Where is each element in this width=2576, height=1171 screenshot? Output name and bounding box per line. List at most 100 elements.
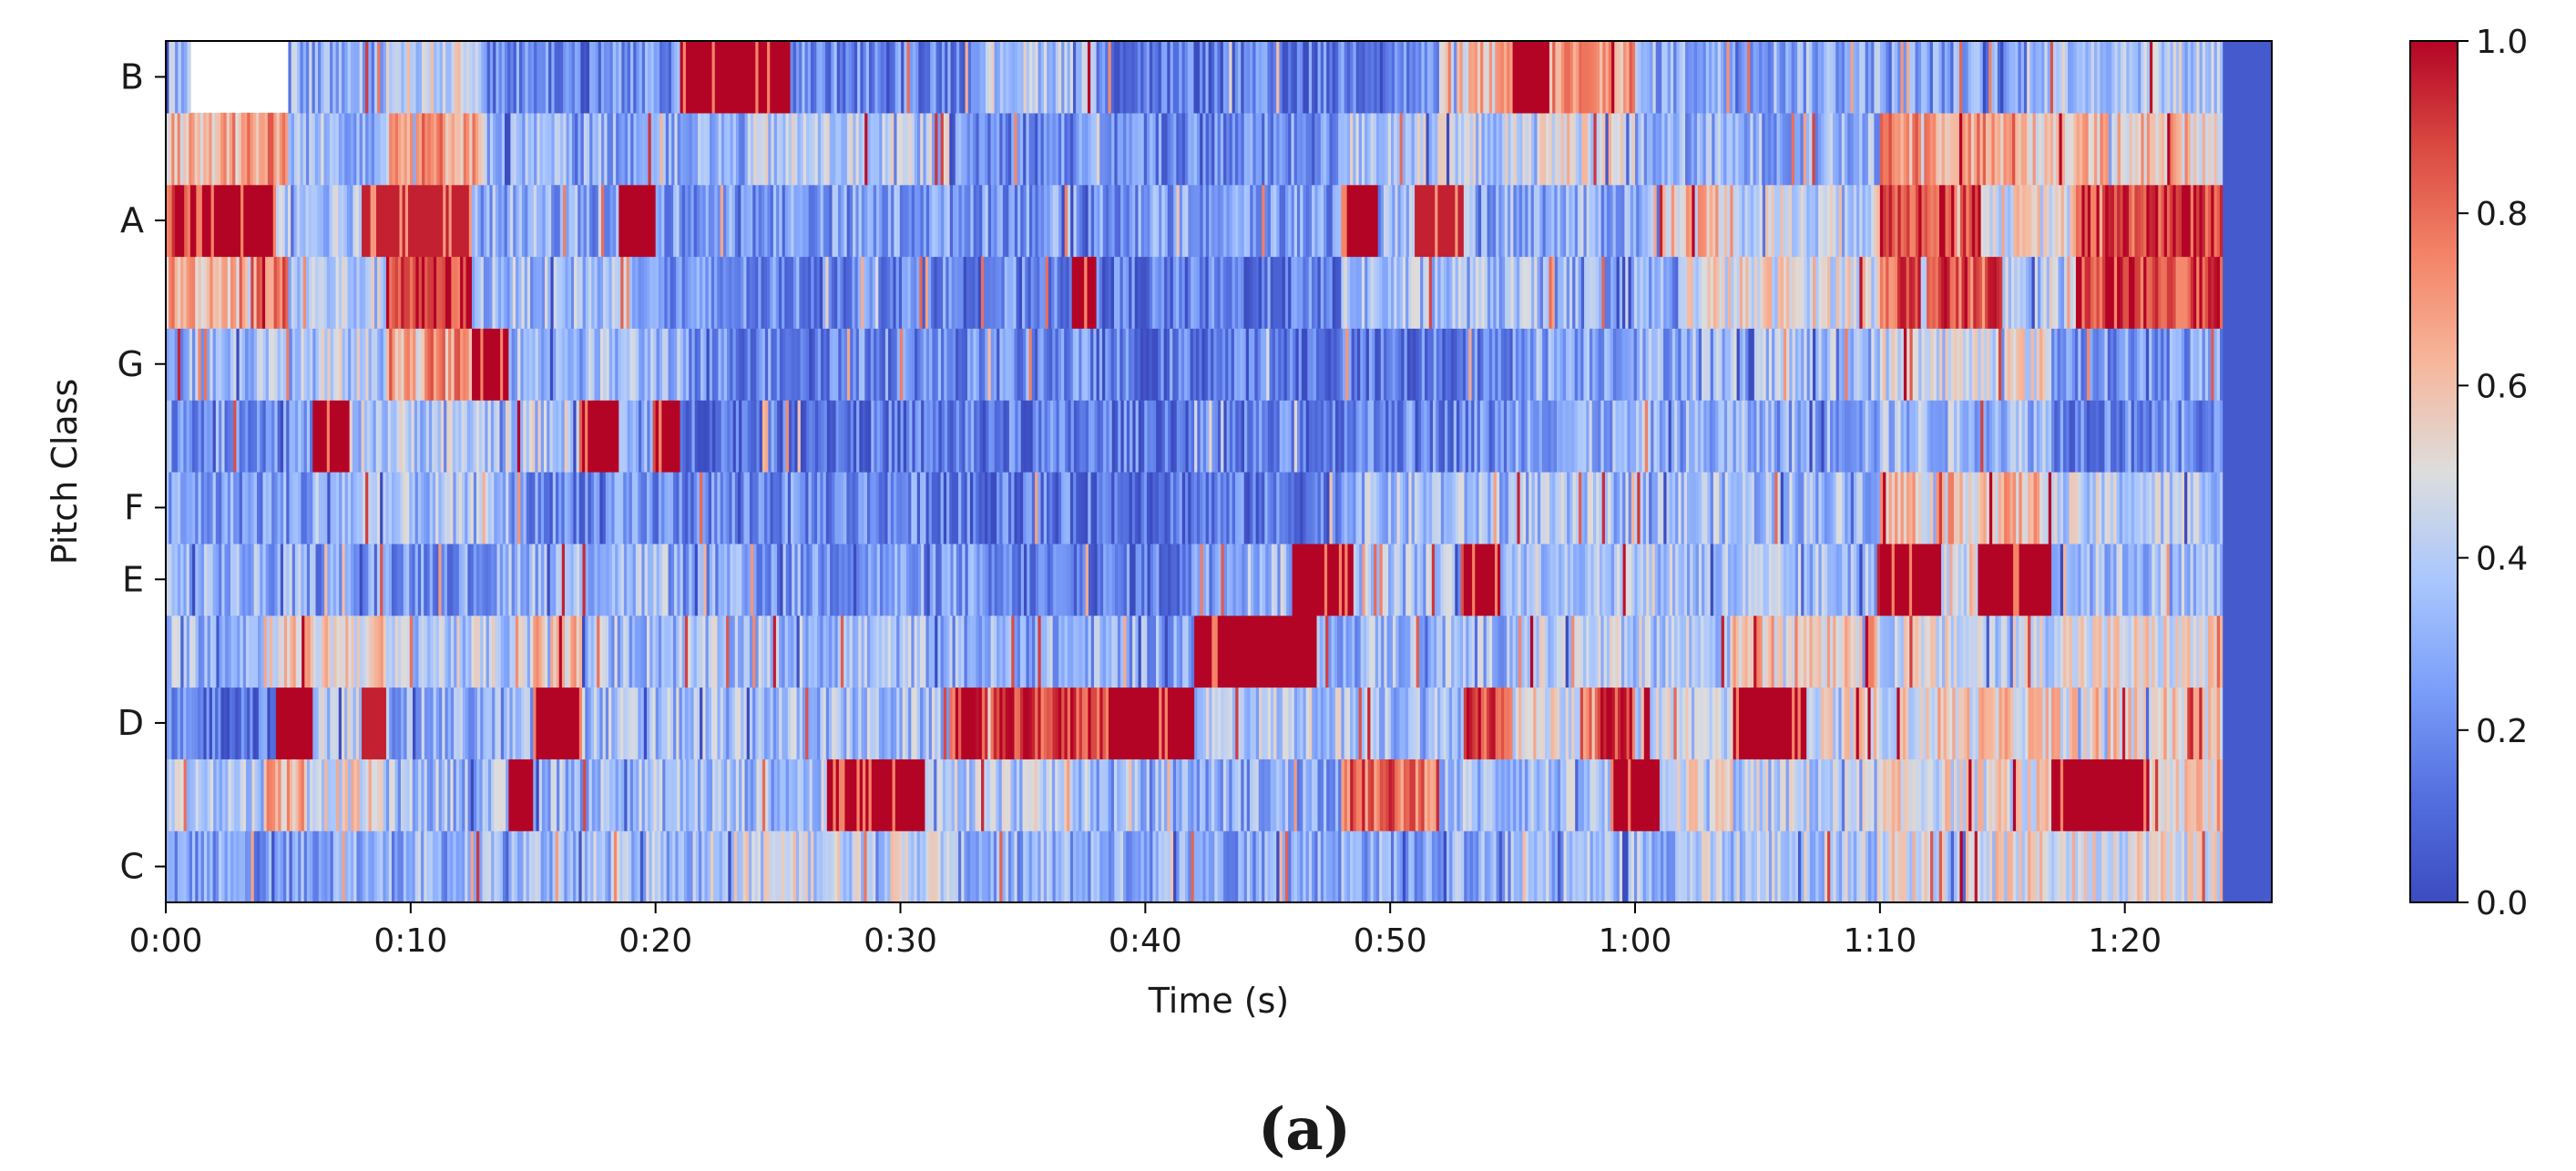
heatmap-cell	[1019, 687, 1024, 759]
heatmap-cell	[544, 472, 548, 545]
heatmap-cell	[2083, 543, 2088, 616]
heatmap-cell	[1202, 830, 1207, 902]
heatmap-cell	[1524, 615, 1528, 688]
heatmap-cell	[316, 615, 321, 688]
heatmap-cell	[623, 615, 628, 688]
heatmap-cell	[1599, 472, 1603, 545]
heatmap-cell	[1252, 400, 1257, 473]
heatmap-cell	[1324, 830, 1328, 902]
heatmap-cell	[926, 543, 931, 616]
heatmap-cell	[1902, 687, 1906, 759]
heatmap-cell	[1493, 830, 1498, 902]
heatmap-cell	[1362, 543, 1366, 616]
heatmap-cell	[2196, 472, 2201, 545]
heatmap-cell	[1446, 687, 1450, 759]
heatmap-cell	[1414, 543, 1418, 616]
heatmap-cell	[2199, 615, 2203, 688]
heatmap-cell	[2110, 615, 2114, 688]
heatmap-cell	[2254, 615, 2258, 688]
heatmap-cell	[2001, 687, 2006, 759]
heatmap-cell	[1258, 759, 1262, 831]
heatmap-cell	[1262, 400, 1266, 473]
heatmap-cell	[1050, 543, 1055, 616]
heatmap-cell	[2128, 472, 2132, 545]
heatmap-cell	[2181, 830, 2185, 902]
heatmap-cell	[2125, 543, 2130, 616]
heatmap-cell	[1308, 472, 1313, 545]
heatmap-cell	[524, 759, 528, 831]
heatmap-cell	[710, 615, 715, 688]
heatmap-cell	[635, 400, 639, 473]
heatmap-cell	[435, 830, 440, 902]
heatmap-cell	[1721, 759, 1725, 831]
heatmap-cell	[1117, 687, 1121, 759]
heatmap-cell	[1387, 830, 1392, 902]
heatmap-cell	[207, 472, 211, 545]
heatmap-cell	[2009, 400, 2014, 473]
heatmap-cell	[177, 543, 181, 616]
heatmap-cell	[565, 543, 569, 616]
heatmap-cell	[759, 400, 763, 473]
heatmap-cell	[400, 759, 404, 831]
heatmap-cell	[2155, 759, 2160, 831]
heatmap-cell	[1527, 400, 1531, 473]
heatmap-cell	[1953, 400, 1958, 473]
heatmap-cell	[1529, 615, 1534, 688]
heatmap-cell	[1252, 472, 1257, 545]
heatmap-cell	[753, 759, 758, 831]
heatmap-cell	[204, 759, 209, 831]
heatmap-cell	[911, 830, 915, 902]
heatmap-cell	[680, 830, 685, 902]
heatmap-cell	[1579, 615, 1584, 688]
heatmap-cell	[186, 472, 190, 545]
heatmap-cell	[813, 830, 818, 902]
heatmap-cell	[557, 759, 561, 831]
heatmap-cell	[2140, 759, 2144, 831]
heatmap-cell	[1167, 830, 1171, 902]
heatmap-cell	[186, 400, 190, 473]
heatmap-cell	[854, 830, 859, 902]
heatmap-cell	[549, 472, 554, 545]
heatmap-cell	[473, 472, 477, 545]
heatmap-cell	[1553, 687, 1558, 759]
heatmap-cell	[321, 400, 325, 473]
heatmap-cell	[1063, 759, 1068, 831]
heatmap-cell	[1526, 472, 1530, 545]
heatmap-cell	[1547, 543, 1551, 616]
heatmap-cell	[1426, 472, 1430, 545]
heatmap-cell	[1102, 615, 1107, 688]
heatmap-cell	[1088, 400, 1093, 473]
heatmap-cell	[594, 543, 598, 616]
heatmap-cell	[837, 615, 842, 688]
heatmap-cell	[947, 400, 952, 473]
heatmap-cell	[990, 615, 995, 688]
heatmap-cell	[1232, 615, 1236, 688]
heatmap-cell	[823, 759, 828, 831]
heatmap-cell	[2254, 543, 2258, 616]
heatmap-cell	[514, 400, 518, 473]
heatmap-cell	[1460, 543, 1465, 616]
heatmap-cell	[694, 759, 699, 831]
heatmap-cell	[200, 400, 205, 473]
heatmap-cell	[1451, 615, 1456, 688]
heatmap-cell	[1847, 830, 1852, 902]
heatmap-cell	[1420, 830, 1425, 902]
heatmap-cell	[1049, 687, 1054, 759]
heatmap-cell	[1786, 543, 1791, 616]
heatmap-cell	[1052, 472, 1057, 545]
heatmap-cell	[675, 830, 680, 902]
heatmap-cell	[1082, 400, 1087, 473]
heatmap-cell	[543, 830, 547, 902]
heatmap-cell	[1220, 759, 1224, 831]
heatmap-cell	[1952, 687, 1957, 759]
heatmap-cell	[499, 830, 504, 902]
heatmap-cell	[455, 543, 460, 616]
heatmap-cell	[249, 615, 253, 688]
heatmap-cell	[1845, 543, 1849, 616]
heatmap-cell	[2216, 830, 2221, 902]
heatmap-cell	[1771, 687, 1775, 759]
heatmap-cell	[2137, 543, 2142, 616]
heatmap-cell	[1424, 400, 1428, 473]
heatmap-cell	[174, 543, 179, 616]
heatmap-cell	[1809, 687, 1814, 759]
